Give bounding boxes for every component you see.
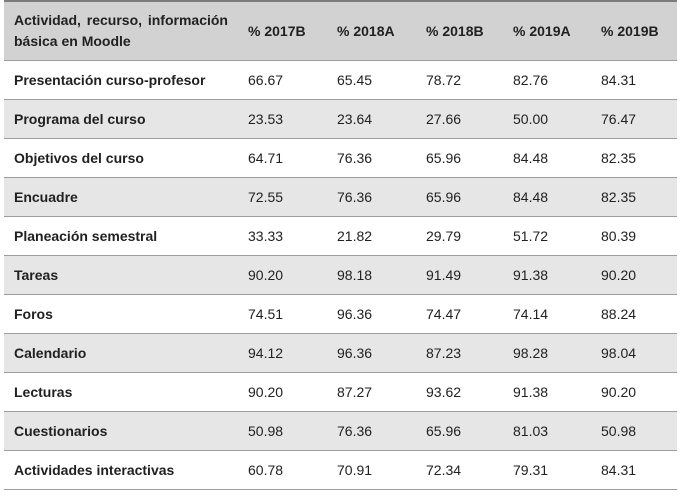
value-cell: 23.64 xyxy=(337,111,373,127)
value-cell: 93.62 xyxy=(426,384,462,400)
row-label: Presentación curso-profesor xyxy=(14,72,206,88)
column-header-period: % 2019A xyxy=(505,1,593,61)
value-cell: 91.49 xyxy=(426,267,462,283)
value-cell: 90.20 xyxy=(248,384,284,400)
value-cell: 84.31 xyxy=(601,72,637,88)
value-cell: 90.20 xyxy=(601,384,637,400)
row-label: Programa del curso xyxy=(14,111,146,127)
value-cell: 96.36 xyxy=(337,345,373,361)
column-header-period: % 2018A xyxy=(329,1,418,61)
value-cell: 72.34 xyxy=(426,462,462,478)
table-row: Programa del curso 23.53 23.64 27.66 50.00 76… xyxy=(4,99,677,139)
value-cell: 96.36 xyxy=(337,306,373,322)
column-header-period: % 2019B xyxy=(593,1,677,61)
value-cell: 65.96 xyxy=(426,189,462,205)
row-label: Actividades interactivas xyxy=(14,462,175,478)
value-cell: 91.38 xyxy=(513,267,549,283)
value-cell: 84.31 xyxy=(601,462,637,478)
value-cell: 65.96 xyxy=(426,150,462,166)
value-cell: 60.78 xyxy=(248,462,284,478)
value-cell: 98.28 xyxy=(513,345,549,361)
row-label: Lecturas xyxy=(14,384,73,400)
value-cell: 90.20 xyxy=(601,267,637,283)
value-cell: 50.00 xyxy=(513,111,549,127)
value-cell: 82.35 xyxy=(601,189,637,205)
value-cell: 84.48 xyxy=(513,150,549,166)
value-cell: 76.36 xyxy=(337,189,373,205)
value-cell: 50.98 xyxy=(248,423,284,439)
table-header-row: Actividad, recurso, información básica e… xyxy=(4,1,677,61)
value-cell: 88.24 xyxy=(601,306,637,322)
value-cell: 29.79 xyxy=(426,228,462,244)
value-cell: 87.23 xyxy=(426,345,462,361)
value-cell: 33.33 xyxy=(248,228,284,244)
row-label: Encuadre xyxy=(14,189,78,205)
moodle-usage-table: Actividad, recurso, información básica e… xyxy=(4,0,677,490)
table-row: Foros 74.51 96.36 74.47 74.14 88.24 xyxy=(4,294,677,334)
table-row: Encuadre 72.55 76.36 65.96 84.48 82.35 xyxy=(4,177,677,217)
value-cell: 74.14 xyxy=(513,306,549,322)
value-cell: 51.72 xyxy=(513,228,549,244)
table-row: Calendario 94.12 96.36 87.23 98.28 98.04 xyxy=(4,333,677,373)
table-row: Planeación semestral 33.33 21.82 29.79 51.72… xyxy=(4,216,677,256)
value-cell: 65.45 xyxy=(337,72,373,88)
row-label: Objetivos del curso xyxy=(14,150,144,166)
row-label: Cuestionarios xyxy=(14,423,108,439)
table-row: Tareas 90.20 98.18 91.49 91.38 90.20 xyxy=(4,255,677,295)
table-row: Objetivos del curso 64.71 76.36 65.96 84.48 8… xyxy=(4,138,677,178)
row-label: Foros xyxy=(14,306,53,322)
value-cell: 80.39 xyxy=(601,228,637,244)
table-row: Presentación curso-profesor 66.67 65.45 78.… xyxy=(4,60,677,100)
value-cell: 94.12 xyxy=(248,345,284,361)
value-cell: 72.55 xyxy=(248,189,284,205)
value-cell: 81.03 xyxy=(513,423,549,439)
value-cell: 66.67 xyxy=(248,72,284,88)
value-cell: 74.47 xyxy=(426,306,462,322)
value-cell: 76.36 xyxy=(337,423,373,439)
value-cell: 64.71 xyxy=(248,150,284,166)
value-cell: 74.51 xyxy=(248,306,284,322)
value-cell: 90.20 xyxy=(248,267,284,283)
table-head: Actividad, recurso, información básica e… xyxy=(4,1,677,61)
value-cell: 76.36 xyxy=(337,150,373,166)
value-cell: 87.27 xyxy=(337,384,373,400)
value-cell: 27.66 xyxy=(426,111,462,127)
table-row: Actividades interactivas 60.78 70.91 72.34 7… xyxy=(4,450,677,490)
value-cell: 82.35 xyxy=(601,150,637,166)
row-label: Planeación semestral xyxy=(14,228,158,244)
value-cell: 23.53 xyxy=(248,111,284,127)
value-cell: 98.18 xyxy=(337,267,373,283)
column-header-activity: Actividad, recurso, información básica e… xyxy=(4,1,240,61)
value-cell: 65.96 xyxy=(426,423,462,439)
row-label: Calendario xyxy=(14,345,87,361)
value-cell: 79.31 xyxy=(513,462,549,478)
column-header-period: % 2018B xyxy=(418,1,505,61)
value-cell: 98.04 xyxy=(601,345,637,361)
value-cell: 82.76 xyxy=(513,72,549,88)
row-label: Tareas xyxy=(14,267,59,283)
table-row: Cuestionarios 50.98 76.36 65.96 81.03 50.98 xyxy=(4,411,677,451)
value-cell: 50.98 xyxy=(601,423,637,439)
table-body: Presentación curso-profesor 66.67 65.45 78.… xyxy=(4,60,677,490)
value-cell: 91.38 xyxy=(513,384,549,400)
value-cell: 84.48 xyxy=(513,189,549,205)
table-row: Lecturas 90.20 87.27 93.62 91.38 90.20 xyxy=(4,372,677,412)
value-cell: 70.91 xyxy=(337,462,373,478)
value-cell: 76.47 xyxy=(601,111,637,127)
value-cell: 21.82 xyxy=(337,228,373,244)
column-header-period: % 2017B xyxy=(240,1,329,61)
value-cell: 78.72 xyxy=(426,72,462,88)
